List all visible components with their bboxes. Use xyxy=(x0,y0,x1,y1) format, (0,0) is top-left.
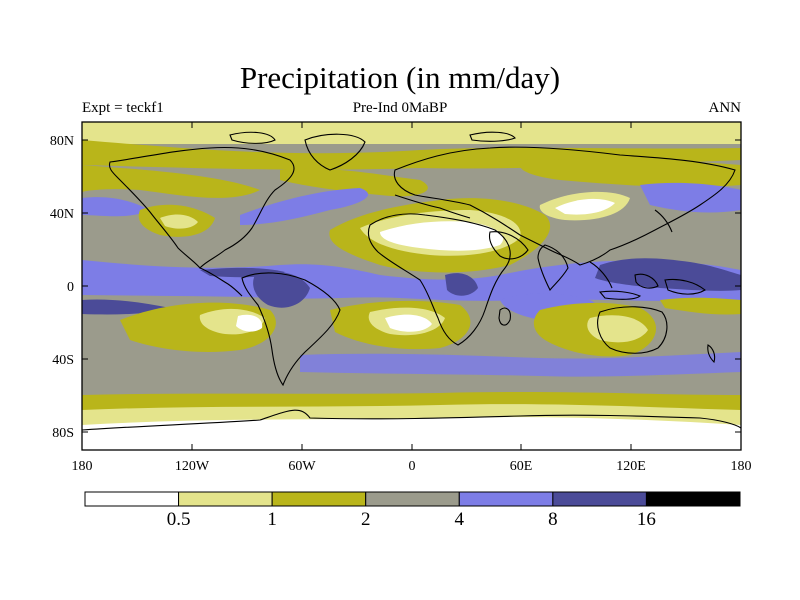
colorbar-label: 16 xyxy=(637,509,656,530)
map-title: Precipitation (in mm/day) xyxy=(239,60,561,95)
colorbar-label: 1 xyxy=(267,509,277,530)
colorbar-swatch xyxy=(458,491,554,507)
lat-label-0: 0 xyxy=(67,280,74,295)
colorbar-label: 0.5 xyxy=(167,509,191,530)
lat-ticks xyxy=(82,139,741,433)
colorbar-swatch xyxy=(271,491,367,507)
lon-label-120w: 120W xyxy=(175,459,210,474)
colorbar-label: 8 xyxy=(548,509,558,530)
lat-label-80n: 80N xyxy=(50,134,74,149)
lat-label-40s: 40S xyxy=(52,353,74,368)
coastlines xyxy=(82,131,741,431)
colorbar-swatch xyxy=(178,491,273,507)
lon-ticks xyxy=(81,122,742,450)
lon-label-60w: 60W xyxy=(288,459,316,474)
lon-label-180w: 180 xyxy=(72,459,93,474)
lon-label-0: 0 xyxy=(409,459,416,474)
lon-label-60e: 60E xyxy=(510,459,533,474)
colorbar-swatch xyxy=(645,491,741,507)
lat-label-40n: 40N xyxy=(50,207,74,222)
colorbar-swatch xyxy=(365,491,460,507)
period-label: Pre-Ind 0MaBP xyxy=(352,100,448,116)
season-label: ANN xyxy=(708,100,742,116)
colorbar-swatch xyxy=(552,491,647,507)
colorbar-label: 4 xyxy=(455,509,465,530)
colorbar-labels: 0.5 1 2 4 8 16 xyxy=(167,509,656,530)
colorbar-swatch xyxy=(84,491,180,507)
precipitation-field xyxy=(82,122,741,450)
colorbar xyxy=(84,491,741,507)
lat-label-80s: 80S xyxy=(52,426,74,441)
colorbar-label: 2 xyxy=(361,509,371,530)
lon-label-180e: 180 xyxy=(731,459,752,474)
lon-label-120e: 120E xyxy=(616,459,646,474)
experiment-label: Expt = teckf1 xyxy=(82,100,164,116)
